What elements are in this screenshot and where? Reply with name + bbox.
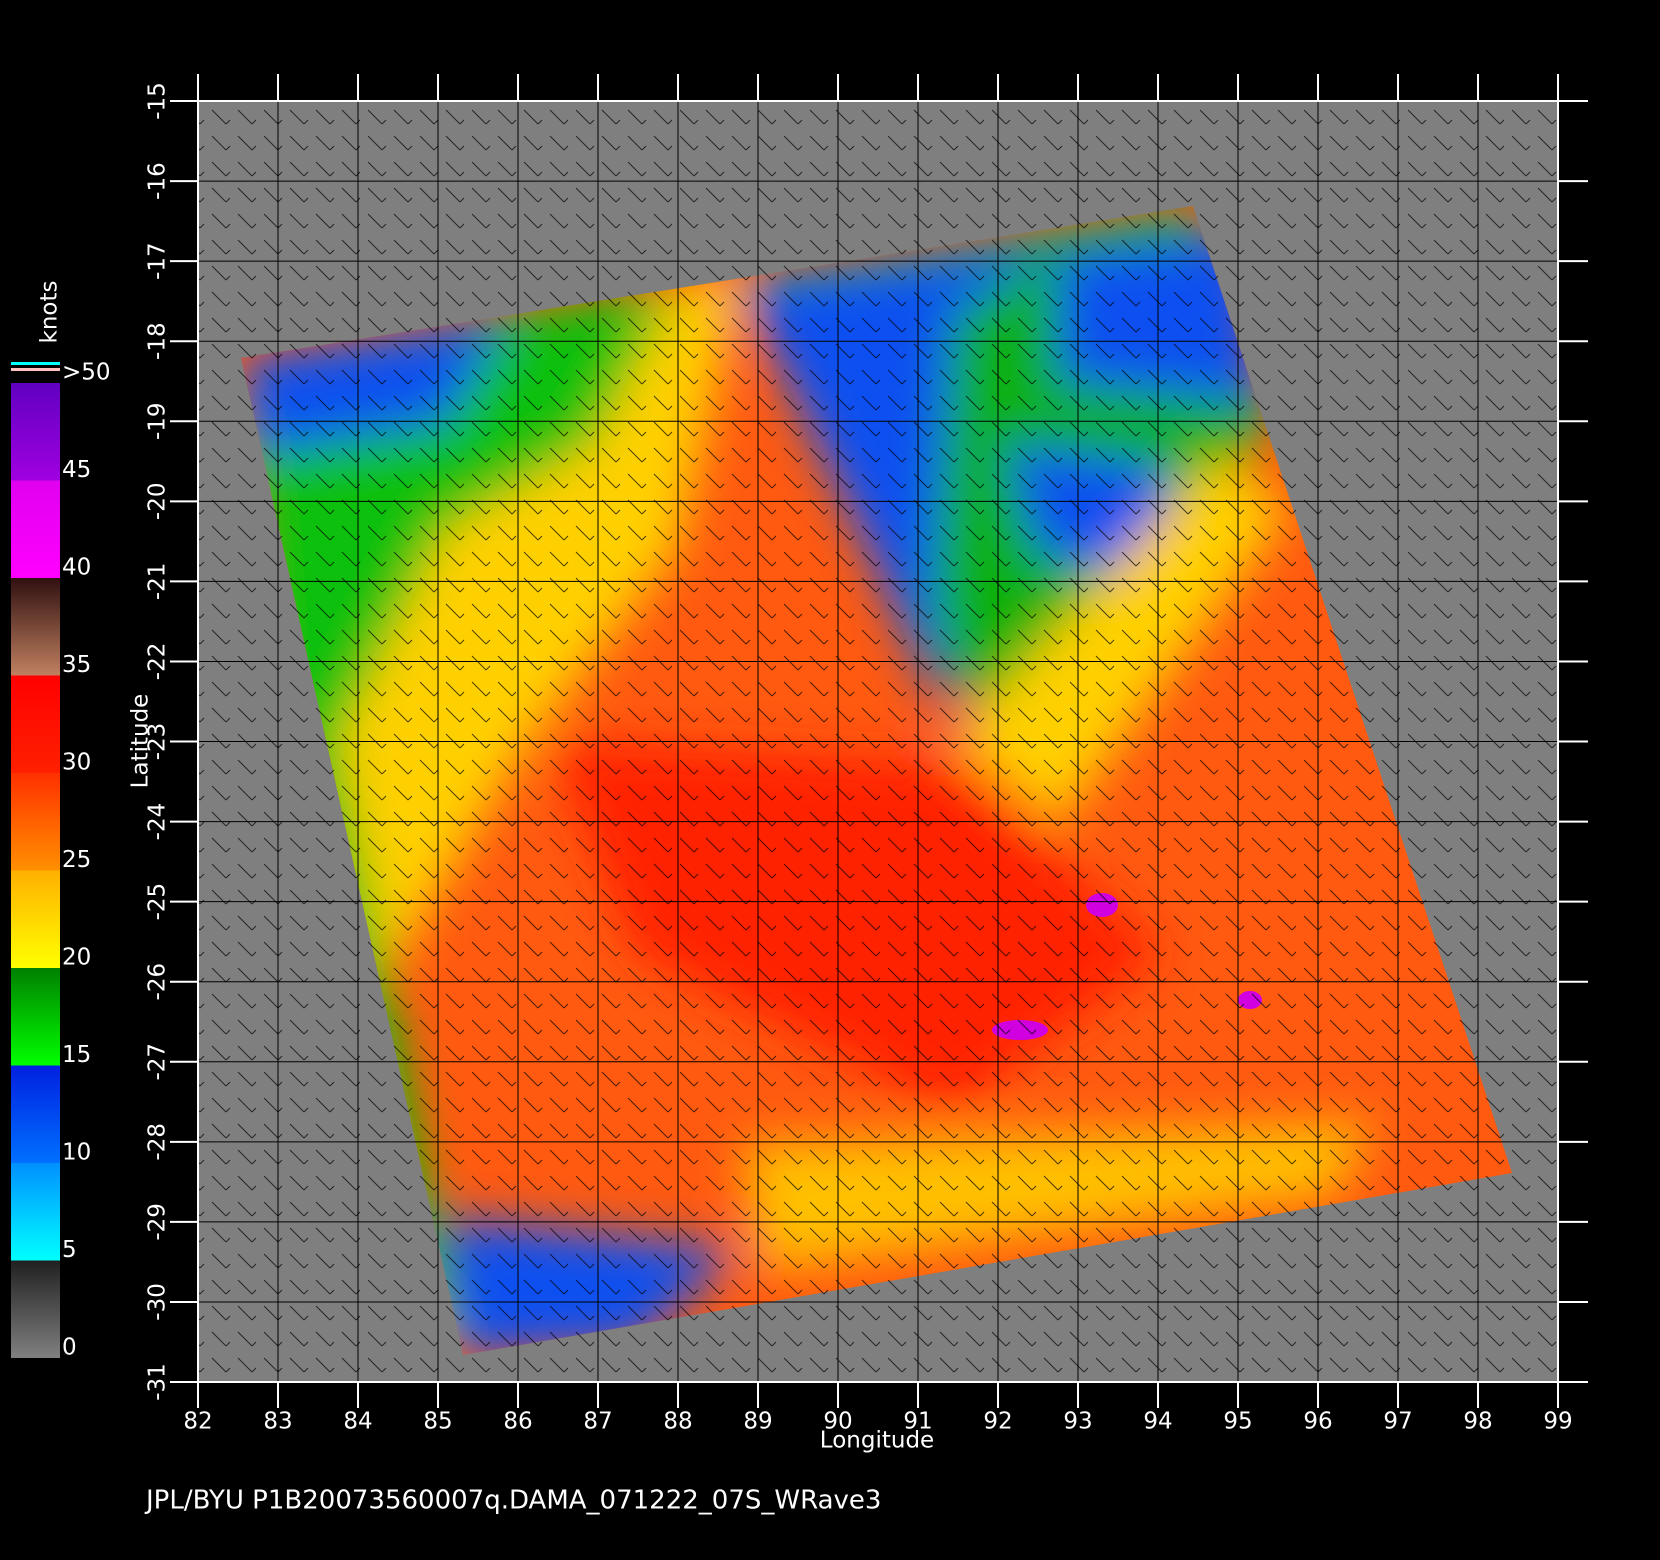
y-tick-label: -15 bbox=[145, 82, 171, 120]
colorbar-segment bbox=[11, 578, 60, 676]
x-tick-label: 87 bbox=[583, 1409, 612, 1435]
x-tick-label: 92 bbox=[983, 1409, 1012, 1435]
x-tick-label: 86 bbox=[503, 1409, 532, 1435]
y-tick-label: -18 bbox=[145, 322, 171, 360]
x-axis-label: Longitude bbox=[820, 1428, 934, 1454]
x-tick-label: 84 bbox=[343, 1409, 372, 1435]
x-tick-label: 98 bbox=[1463, 1409, 1492, 1435]
colorbar-cap bbox=[11, 362, 60, 365]
colorbar-tick-label: 35 bbox=[62, 652, 91, 678]
y-tick-label: -16 bbox=[145, 162, 171, 200]
y-tick-label: -20 bbox=[145, 483, 171, 521]
x-tick-label: 97 bbox=[1383, 1409, 1412, 1435]
colorbar-segment bbox=[11, 383, 60, 481]
colorbar-segment bbox=[11, 675, 60, 773]
x-tick-label: 88 bbox=[663, 1409, 692, 1435]
colorbar-tick-label: 15 bbox=[62, 1042, 91, 1068]
x-tick-label: 91 bbox=[903, 1409, 932, 1435]
y-tick-label: -29 bbox=[145, 1203, 171, 1241]
y-tick-label: -25 bbox=[145, 883, 171, 921]
colorbar-tick-label: 20 bbox=[62, 945, 91, 971]
x-tick-label: 85 bbox=[423, 1409, 452, 1435]
colorbar-segment bbox=[11, 870, 60, 968]
colorbar-tick-label: 5 bbox=[62, 1237, 77, 1263]
y-tick-label: -28 bbox=[145, 1123, 171, 1161]
y-tick-label: -23 bbox=[145, 723, 171, 761]
footer: JPL/BYU P1B20073560007q.DAMA_071222_07S_… bbox=[144, 1486, 881, 1516]
colorbar-tick-label: 30 bbox=[62, 750, 91, 776]
y-tick-label: -22 bbox=[145, 643, 171, 681]
colorbar-tick-label: 0 bbox=[62, 1335, 77, 1361]
y-axis-label: Latitude bbox=[128, 694, 154, 789]
y-tick-label: -31 bbox=[145, 1363, 171, 1401]
colorbar-tick-label: 25 bbox=[62, 847, 91, 873]
x-tick-label: 90 bbox=[823, 1409, 852, 1435]
x-tick-label: 93 bbox=[1063, 1409, 1092, 1435]
colorbar-tick-label: 45 bbox=[62, 457, 91, 483]
y-tick-label: -19 bbox=[145, 402, 171, 440]
colorbar-segment bbox=[11, 480, 60, 578]
y-tick-label: -26 bbox=[145, 963, 171, 1001]
y-tick-label: -21 bbox=[145, 563, 171, 601]
x-tick-label: 83 bbox=[263, 1409, 292, 1435]
colorbar-segment bbox=[11, 773, 60, 871]
y-tick-label: -17 bbox=[145, 242, 171, 280]
y-tick-label: -30 bbox=[145, 1283, 171, 1321]
colorbar-tick-label: 10 bbox=[62, 1140, 91, 1166]
colorbar-tick-label: >50 bbox=[62, 360, 111, 386]
colorbar-segment bbox=[11, 968, 60, 1066]
x-tick-label: 89 bbox=[743, 1409, 772, 1435]
colorbar-segment bbox=[11, 1260, 60, 1358]
colorbar-cap bbox=[11, 368, 60, 371]
x-tick-label: 96 bbox=[1303, 1409, 1332, 1435]
x-tick-label: 94 bbox=[1143, 1409, 1172, 1435]
x-tick-label: 95 bbox=[1223, 1409, 1252, 1435]
x-tick-label: 82 bbox=[183, 1409, 212, 1435]
colorbar-label: knots bbox=[37, 281, 63, 344]
colorbar-segment bbox=[11, 1065, 60, 1163]
colorbar-segment bbox=[11, 1163, 60, 1261]
x-tick-label: 99 bbox=[1543, 1409, 1572, 1435]
colorbar-tick-label: 40 bbox=[62, 555, 91, 581]
y-tick-label: -24 bbox=[145, 803, 171, 841]
y-tick-label: -27 bbox=[145, 1043, 171, 1081]
